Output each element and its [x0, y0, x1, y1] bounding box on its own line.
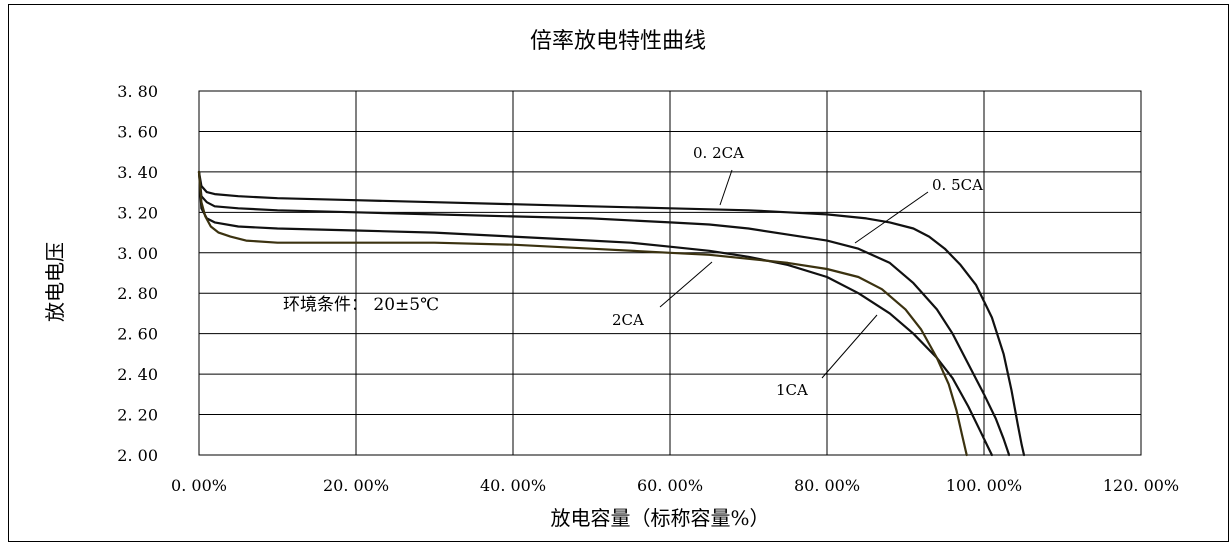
- leader-line: [821, 314, 878, 379]
- y-tick-label: 2. 60: [117, 325, 158, 344]
- leader-line: [659, 261, 713, 308]
- condition-annotation: 环境条件： 20±5℃: [283, 295, 439, 315]
- series-line: [197, 170, 994, 457]
- chart-frame: [8, 4, 1229, 542]
- series-label: 0. 2CA: [693, 144, 744, 162]
- y-tick-label: 3. 80: [117, 82, 158, 101]
- y-tick-label: 2. 00: [117, 446, 158, 465]
- series-line: [197, 170, 1026, 457]
- y-tick-label: 3. 60: [117, 122, 158, 141]
- y-tick-label: 3. 00: [117, 244, 158, 263]
- chart-title: 倍率放电特性曲线: [530, 29, 706, 54]
- series-group: [197, 170, 1026, 457]
- series-label: 0. 5CA: [932, 176, 983, 194]
- series-line: [197, 170, 1011, 457]
- x-axis-title: 放电容量（标称容量%）: [550, 506, 769, 530]
- x-tick-label: 80. 00%: [794, 476, 860, 495]
- x-tick-label: 40. 00%: [480, 476, 546, 495]
- y-axis-title: 放电电压: [43, 242, 67, 322]
- y-tick-label: 3. 20: [117, 203, 158, 222]
- y-tick-label: 2. 40: [117, 365, 158, 384]
- x-tick-label: 60. 00%: [637, 476, 703, 495]
- series-label: 2CA: [612, 311, 644, 329]
- x-tick-label: 100. 00%: [946, 476, 1022, 495]
- series-labels: 0. 2CA 0. 5CA 2CA 1CA: [612, 144, 983, 399]
- x-tick-label: 120. 00%: [1103, 476, 1179, 495]
- y-tick-label: 2. 80: [117, 284, 158, 303]
- x-tick-label: 20. 00%: [323, 476, 389, 495]
- leader-line: [719, 169, 733, 206]
- x-tick-label: 0. 00%: [171, 476, 227, 495]
- leader-line: [854, 191, 929, 244]
- tick-labels: 3. 80 3. 60 3. 40 3. 20 3. 00 2. 80 2. 60 2. 40…: [117, 82, 1179, 495]
- grid-lines: [199, 91, 1141, 455]
- y-tick-label: 3. 40: [117, 163, 158, 182]
- series-line: [197, 170, 968, 457]
- series-label: 1CA: [776, 381, 808, 399]
- y-tick-label: 2. 20: [117, 406, 158, 425]
